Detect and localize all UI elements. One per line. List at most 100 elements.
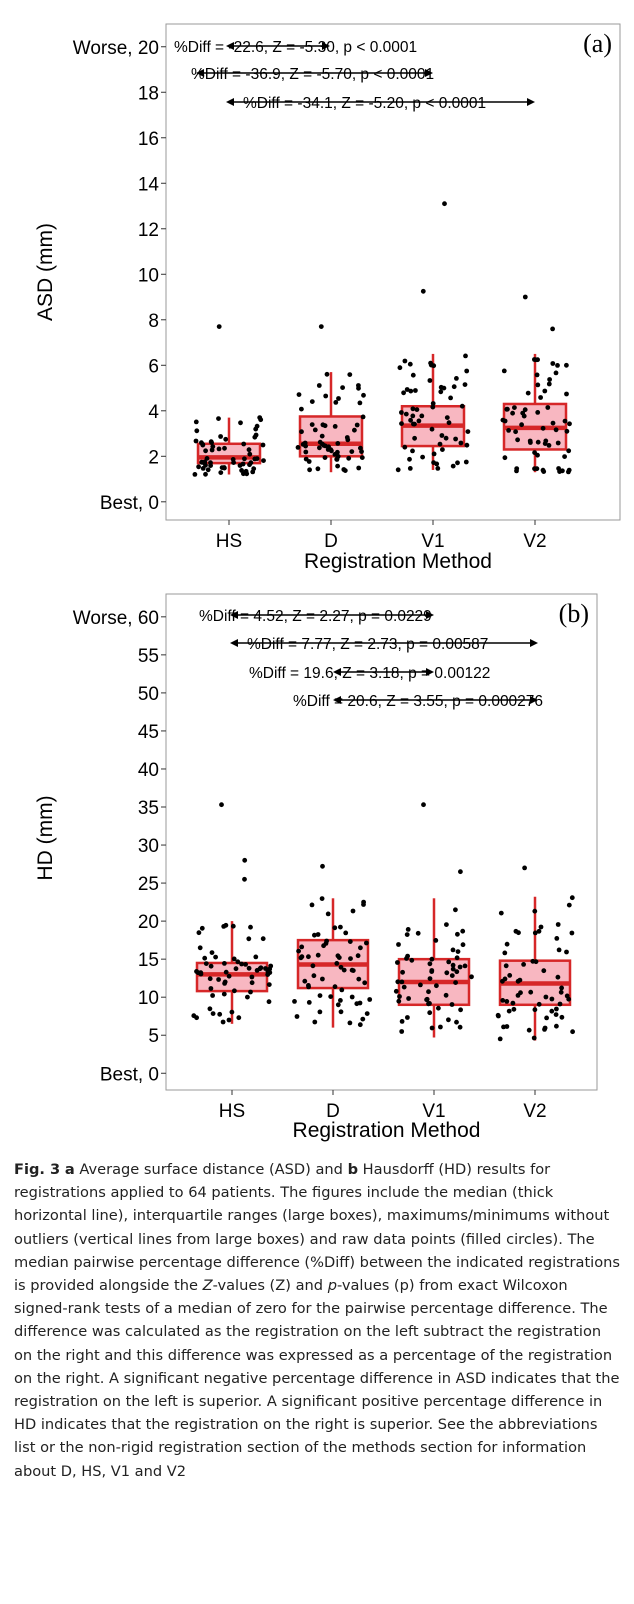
data-point — [453, 436, 458, 442]
comparison-arrowhead-right — [426, 611, 434, 619]
data-point — [555, 440, 561, 446]
data-point — [450, 966, 456, 972]
data-point — [238, 420, 243, 426]
data-point — [406, 996, 411, 1001]
plot-frame — [165, 593, 598, 1091]
caption-fig-label: Fig. 3 — [14, 1161, 61, 1178]
data-point — [564, 949, 569, 955]
data-point — [535, 410, 541, 415]
data-point — [266, 999, 272, 1005]
data-point — [520, 410, 526, 416]
data-point — [521, 962, 526, 967]
data-point — [232, 988, 237, 994]
data-point — [407, 466, 413, 471]
data-point — [354, 422, 360, 428]
data-point — [401, 984, 407, 990]
data-point — [399, 979, 405, 985]
data-point — [566, 902, 572, 908]
data-point — [240, 461, 246, 467]
data-point — [338, 924, 343, 930]
data-point — [532, 1007, 538, 1013]
data-point — [535, 382, 541, 388]
y-tick-label: Best, 0 — [100, 493, 159, 514]
outlier-point — [442, 201, 447, 207]
data-point — [500, 417, 506, 423]
data-point — [463, 353, 468, 359]
data-point — [434, 983, 439, 989]
data-point — [459, 403, 465, 409]
data-point — [332, 984, 338, 990]
data-point — [202, 955, 208, 961]
data-point — [393, 988, 399, 994]
x-tick-label: V2 — [523, 1101, 546, 1122]
data-point — [469, 974, 474, 980]
data-point — [431, 363, 437, 369]
data-point — [296, 948, 301, 954]
x-tick-label: V1 — [421, 531, 444, 552]
data-point — [443, 992, 449, 998]
outlier-point — [216, 324, 222, 329]
data-point — [358, 945, 363, 951]
data-point — [295, 445, 301, 450]
y-tick-label: 5 — [148, 1026, 159, 1047]
data-point — [559, 985, 564, 991]
y-tick-label: Worse, 60 — [73, 608, 159, 629]
data-point — [454, 1019, 459, 1025]
data-point — [210, 993, 216, 998]
data-point — [440, 447, 445, 452]
x-axis-title: Registration Method — [293, 1119, 481, 1142]
data-point — [299, 429, 304, 435]
data-point — [534, 372, 540, 378]
data-point — [230, 923, 236, 929]
data-point — [457, 1024, 463, 1030]
y-tick-label: Best, 0 — [100, 1064, 159, 1085]
data-point — [341, 467, 347, 472]
comparison-arrowhead-left — [226, 98, 234, 106]
data-point — [510, 410, 515, 416]
x-tick-label: D — [324, 531, 338, 552]
data-point — [247, 462, 252, 468]
data-point — [430, 401, 436, 406]
data-point — [404, 932, 410, 937]
data-point — [441, 385, 447, 391]
data-point — [564, 362, 569, 368]
data-point — [560, 468, 565, 474]
data-point — [192, 472, 198, 477]
data-point — [553, 370, 559, 376]
data-point — [408, 417, 413, 423]
data-point — [229, 1009, 235, 1015]
data-point — [266, 982, 272, 987]
data-point — [233, 966, 239, 972]
y-tick-label: 35 — [138, 798, 159, 819]
data-point — [344, 435, 350, 440]
data-point — [306, 1000, 312, 1005]
data-point — [223, 922, 229, 928]
data-point — [555, 974, 561, 980]
data-point — [503, 963, 509, 969]
data-point — [532, 908, 538, 914]
data-point — [407, 361, 413, 367]
comparison-label: %Diff = 7.77, Z = 2.73, p = 0.00587 — [247, 636, 488, 653]
data-point — [426, 989, 431, 995]
y-tick-label: Worse, 20 — [73, 38, 159, 59]
data-point — [453, 980, 458, 985]
data-point — [450, 962, 456, 968]
data-point — [559, 1014, 565, 1020]
data-point — [566, 467, 572, 473]
data-point — [335, 1002, 341, 1008]
data-point — [203, 961, 209, 966]
data-point — [315, 932, 321, 937]
data-point — [511, 1006, 517, 1012]
data-point — [553, 1012, 559, 1017]
data-point — [413, 388, 418, 393]
data-point — [252, 434, 258, 440]
data-point — [317, 445, 322, 451]
data-point — [455, 460, 460, 466]
data-point — [395, 979, 401, 985]
caption-text-3: -values (p) from exact Wilcoxon signed-r… — [14, 1277, 620, 1480]
data-point — [199, 459, 205, 465]
data-point — [514, 466, 520, 471]
data-point — [359, 455, 365, 460]
data-point — [433, 938, 439, 943]
y-tick-label: 15 — [138, 950, 159, 971]
